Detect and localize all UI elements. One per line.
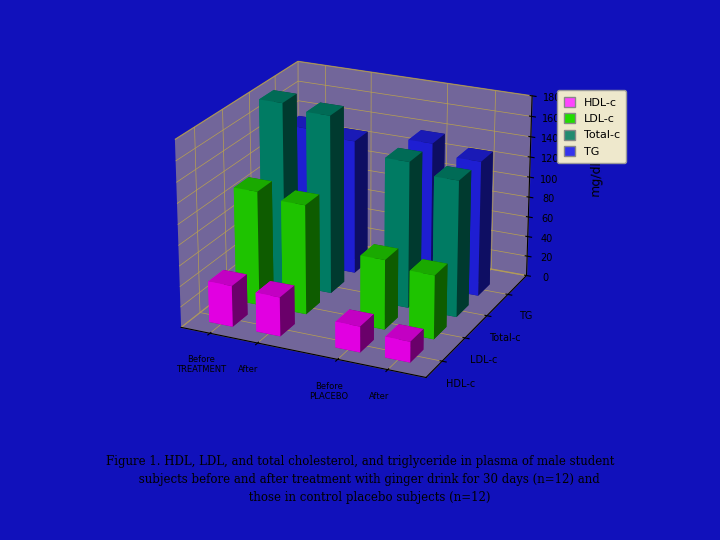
Text: Figure 1. HDL, LDL, and total cholesterol, and triglyceride in plasma of male st: Figure 1. HDL, LDL, and total cholestero… (106, 455, 614, 504)
Legend: HDL-c, LDL-c, Total-c, TG: HDL-c, LDL-c, Total-c, TG (557, 90, 626, 163)
